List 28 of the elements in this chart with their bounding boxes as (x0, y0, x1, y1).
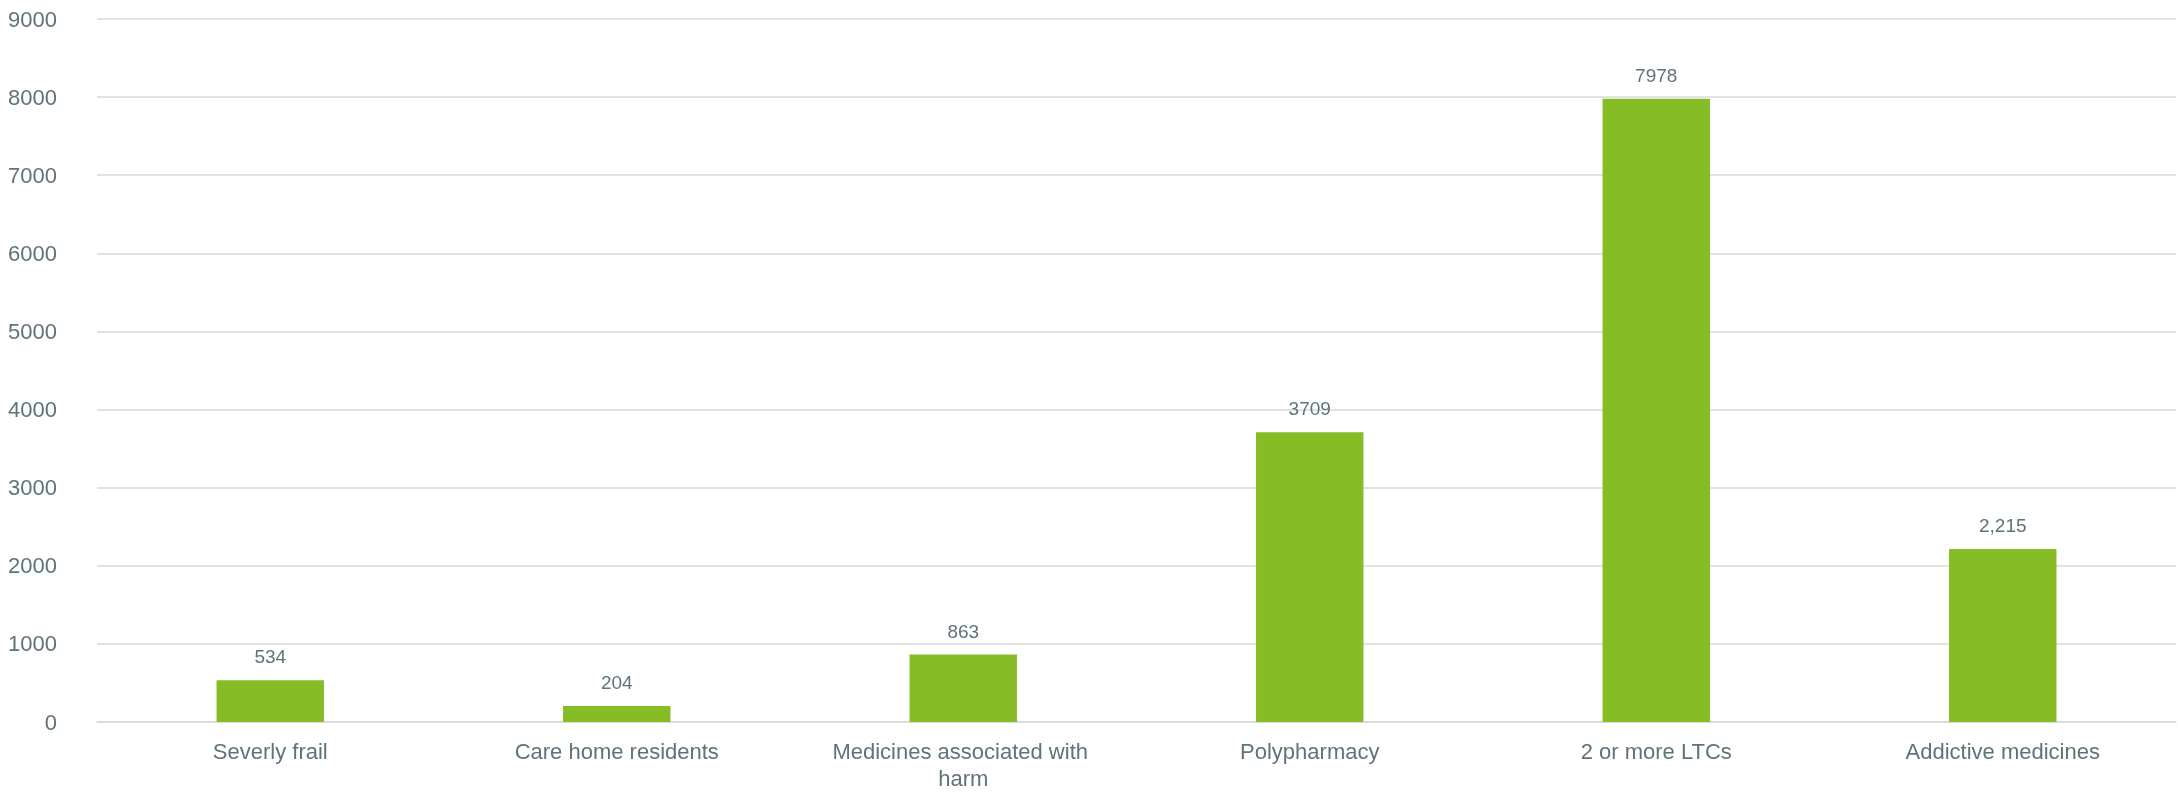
y-tick-label: 2000 (8, 553, 57, 579)
y-tick-label: 6000 (8, 240, 57, 266)
y-tick-label: 4000 (8, 397, 57, 423)
bar (216, 680, 324, 722)
bar (1256, 432, 1364, 722)
bar (1602, 98, 1710, 722)
bar (1949, 548, 2057, 722)
x-tick-label: Severly frail (212, 739, 328, 764)
data-label: 3709 (1288, 398, 1331, 420)
data-label: 534 (254, 646, 287, 668)
data-label: 204 (600, 672, 634, 694)
x-tick-label: Addictive medicines (1905, 739, 2100, 764)
y-tick-label: 5000 (8, 318, 57, 344)
x-tick-label: Medicines associated with harm (832, 739, 1095, 791)
y-tick-label: 0 (44, 709, 57, 735)
data-label: 2,215 (1978, 514, 2027, 536)
bar (563, 706, 671, 722)
x-tick-label: Polypharmacy (1240, 739, 1380, 764)
y-tick-label: 1000 (8, 631, 57, 657)
x-tick-label: 2 or more LTCs (1580, 739, 1732, 764)
y-tick-label: 9000 (8, 6, 57, 32)
y-tick-label: 3000 (8, 475, 57, 501)
x-tick-label: Care home residents (514, 739, 719, 764)
data-label: 7978 (1635, 64, 1678, 86)
y-tick-label: 8000 (8, 84, 57, 110)
bar (909, 654, 1017, 722)
y-tick-label: 7000 (8, 162, 57, 188)
data-label: 863 (947, 620, 980, 642)
